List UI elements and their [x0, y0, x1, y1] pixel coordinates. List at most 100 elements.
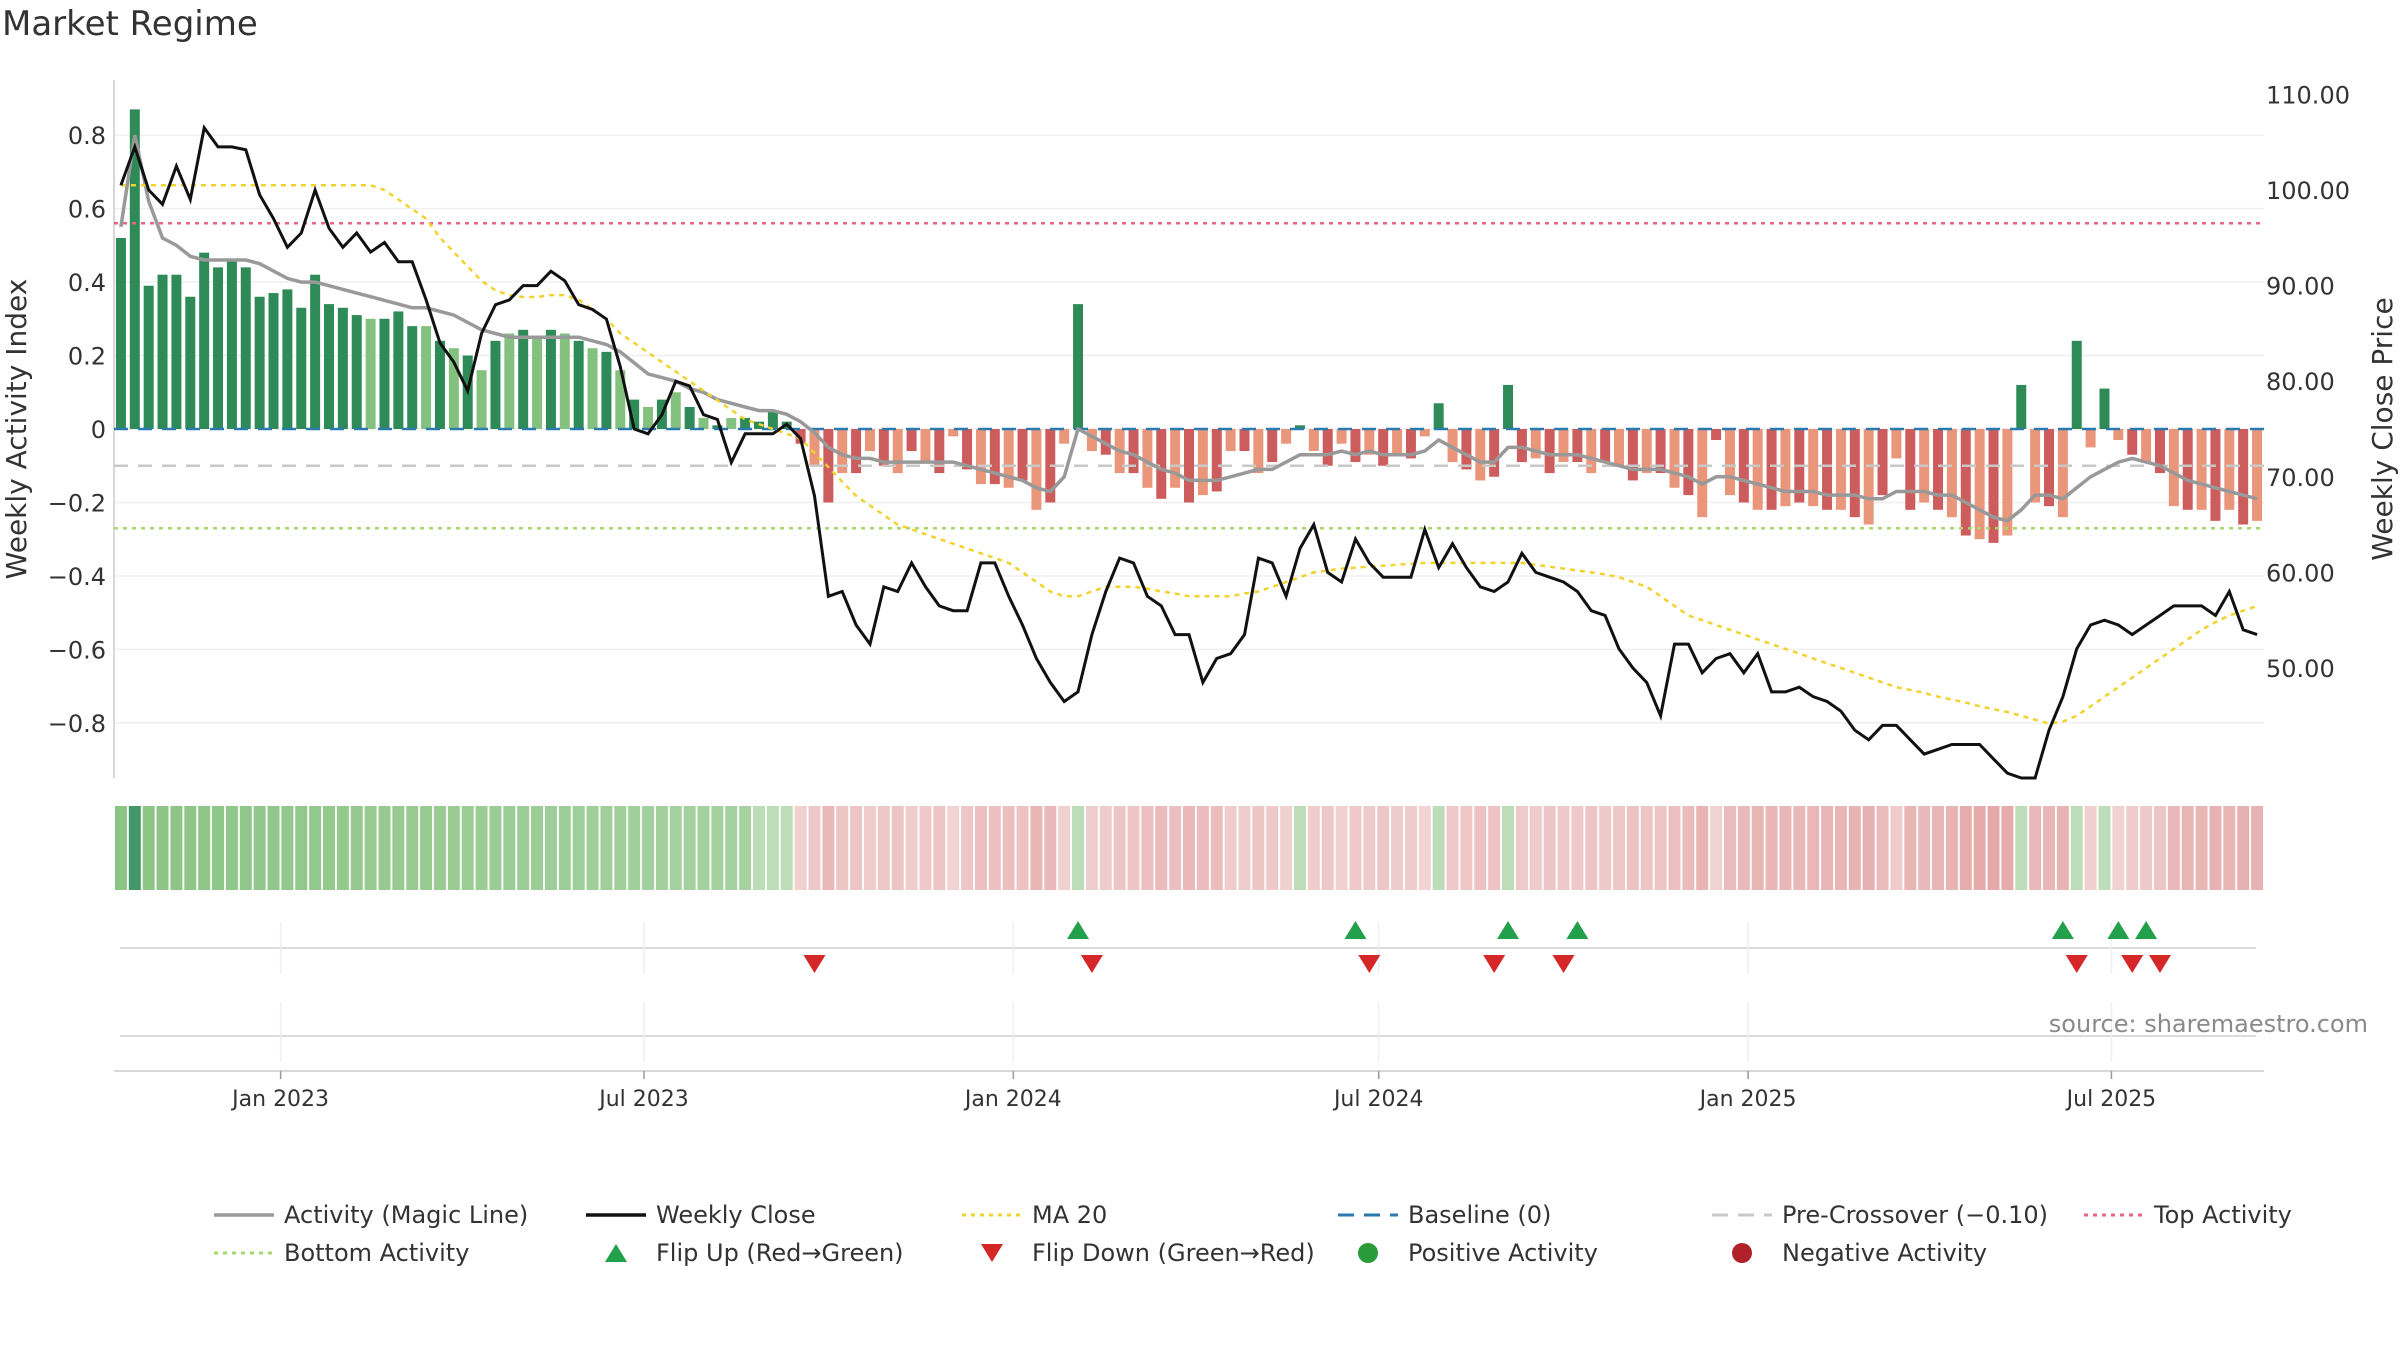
activity-bar — [892, 429, 903, 474]
regime-strip-cell — [1252, 806, 1265, 890]
regime-strip-cell — [1349, 806, 1362, 890]
activity-bar — [1308, 429, 1319, 452]
legend-label: Pre-Crossover (−0.10) — [1782, 1201, 2049, 1229]
dotted-line-icon — [2084, 1213, 2144, 1217]
solid-line-icon — [214, 1213, 274, 1217]
regime-strip-cell — [974, 806, 987, 890]
activity-bar — [143, 285, 154, 429]
activity-bar — [1683, 429, 1694, 496]
regime-strip-cell — [1959, 806, 1972, 890]
activity-bar — [2085, 429, 2096, 448]
activity-bar — [2182, 429, 2193, 510]
y-tick-label: 0.2 — [68, 343, 106, 371]
regime-strip-cell — [2084, 806, 2097, 890]
regime-strip-cell — [1238, 806, 1251, 890]
regime-strip-cell — [2001, 806, 2014, 890]
magic-line — [119, 134, 2258, 523]
flip-down-marker — [1080, 955, 1103, 973]
regime-strip-cell — [420, 806, 433, 890]
activity-bar — [1281, 429, 1292, 444]
regime-strip-cell — [2070, 806, 2083, 890]
legend-label: Flip Up (Red→Green) — [656, 1239, 904, 1267]
activity-bar — [185, 296, 196, 429]
activity-bar — [629, 399, 640, 429]
regime-strip-cell — [1488, 806, 1501, 890]
regime-strip-cell — [1751, 806, 1764, 890]
regime-strip-cell — [947, 806, 960, 890]
flip-up-marker — [1566, 921, 1589, 939]
activity-bar — [254, 296, 265, 429]
activity-bar — [1933, 429, 1944, 510]
activity-bar — [1419, 429, 1430, 437]
activity-bar — [989, 429, 1000, 485]
activity-bar — [1086, 429, 1097, 452]
activity-bar — [532, 337, 543, 429]
activity-bar — [2154, 429, 2165, 474]
regime-strip-cell — [600, 806, 613, 890]
activity-bar — [962, 429, 973, 470]
activity-bar — [643, 406, 654, 429]
regime-strip-cell — [267, 806, 280, 890]
activity-bar — [421, 326, 432, 429]
regime-strip-cell — [1848, 806, 1861, 890]
activity-bar — [1516, 429, 1527, 463]
legend-label: Baseline (0) — [1408, 1201, 1552, 1229]
activity-bar — [1197, 429, 1208, 496]
activity-bar — [2210, 429, 2221, 521]
regime-strip-cell — [2098, 806, 2111, 890]
activity-bar — [2099, 388, 2110, 429]
y-tick-label: 0.4 — [68, 269, 106, 297]
regime-strip-cell — [2167, 806, 2180, 890]
activity-bar — [1808, 429, 1819, 507]
regime-strip-cell — [669, 806, 682, 890]
regime-strip-cell — [1945, 806, 1958, 890]
y-tick-label: 0 — [91, 416, 106, 444]
activity-bar — [1641, 429, 1652, 474]
legend-item: Negative Activity — [1710, 1238, 1987, 1268]
regime-strip-cell — [1571, 806, 1584, 890]
regime-strip-cell — [392, 806, 405, 890]
legend-item: Flip Up (Red→Green) — [584, 1238, 904, 1268]
activity-bar — [1336, 429, 1347, 444]
flip-down-marker — [2065, 955, 2088, 973]
y-tick-label: −0.6 — [48, 636, 106, 664]
activity-bar — [2057, 429, 2068, 518]
regime-strip-cell — [988, 806, 1001, 890]
y-right-tick-label: 60.00 — [2266, 559, 2335, 587]
activity-bar — [2252, 429, 2263, 521]
activity-bar — [1877, 429, 1888, 496]
activity-bar — [1530, 429, 1541, 459]
triangle-down-icon — [981, 1244, 1003, 1262]
activity-bar — [171, 274, 182, 429]
activity-bar — [1211, 429, 1222, 492]
activity-bar — [1322, 429, 1333, 466]
activity-bar — [504, 333, 515, 429]
regime-strip-cell — [323, 806, 335, 890]
x-tick-label: Jul 2024 — [1332, 1087, 1424, 1112]
regime-strip-cell — [489, 806, 502, 890]
flip-up-marker — [2107, 921, 2130, 939]
activity-bar — [670, 392, 681, 429]
legend-label: MA 20 — [1032, 1201, 1108, 1229]
activity-bar — [837, 429, 848, 474]
flip-up-marker — [2135, 921, 2158, 939]
activity-bar — [1863, 429, 1874, 525]
activity-bar — [1905, 429, 1916, 510]
regime-strip-cell — [1377, 806, 1390, 890]
flip-up-marker — [1067, 921, 1090, 939]
regime-strip-cell — [1293, 806, 1306, 890]
activity-bar — [559, 333, 570, 429]
activity-bar — [337, 307, 348, 429]
regime-strip-cell — [1779, 806, 1792, 890]
activity-bar — [1253, 429, 1264, 474]
regime-strip-cell — [863, 806, 876, 890]
legend-label: Positive Activity — [1408, 1239, 1598, 1267]
weekly-close-line — [119, 124, 2258, 780]
regime-strip-cell — [212, 806, 225, 890]
regime-strip-cell — [1418, 806, 1431, 890]
regime-strip-cell — [2015, 806, 2028, 890]
activity-bar — [1669, 429, 1680, 488]
activity-bar — [1184, 429, 1194, 503]
regime-strip-cell — [433, 806, 446, 890]
activity-bar — [393, 311, 404, 429]
